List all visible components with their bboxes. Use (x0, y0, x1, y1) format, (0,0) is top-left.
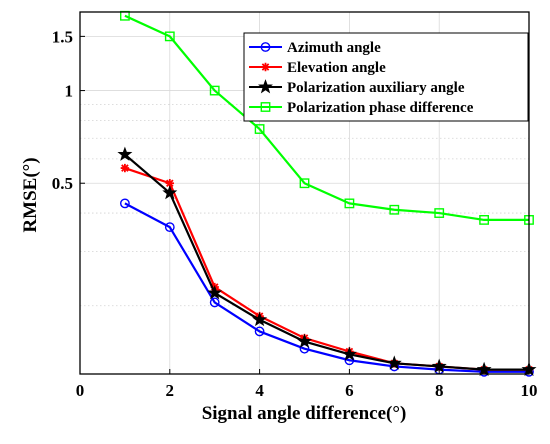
data-point (389, 204, 400, 215)
x-tick-label: 2 (166, 381, 175, 400)
legend-marker (260, 102, 271, 112)
y-tick-label: 0.5 (52, 174, 73, 193)
data-point (434, 208, 445, 218)
data-point (386, 355, 402, 370)
legend-item: Azimuth angle (249, 40, 381, 56)
legend-label: Azimuth angle (287, 40, 381, 56)
data-point (254, 124, 265, 134)
y-axis-label: RMSE(°) (20, 157, 41, 232)
x-tick-label: 8 (435, 381, 444, 400)
y-tick-label: 1.5 (52, 27, 73, 46)
series-line (124, 14, 529, 222)
legend-marker (260, 42, 271, 52)
legend-label: Polarization auxiliary angle (287, 80, 465, 96)
data-point (120, 163, 130, 173)
series-1 (120, 198, 534, 377)
series-group (117, 10, 537, 377)
x-tick-label: 6 (345, 381, 354, 400)
data-point (120, 198, 130, 209)
x-axis-label: Signal angle difference(°) (202, 403, 407, 424)
data-point (299, 178, 310, 189)
data-point (164, 31, 175, 42)
data-point (341, 346, 357, 361)
data-point (209, 297, 220, 308)
legend-box (243, 32, 529, 122)
series-line (124, 153, 529, 371)
data-point (297, 333, 312, 348)
data-point (207, 285, 223, 300)
plot-frame (79, 11, 530, 375)
legend-marker (258, 79, 273, 94)
legend-label: Elevation angle (287, 60, 386, 76)
data-point (344, 198, 355, 209)
y-tick-label: 1 (65, 82, 74, 101)
series-line (124, 202, 529, 373)
legend-item: Polarization auxiliary angle (249, 79, 465, 96)
data-point (209, 85, 220, 96)
x-tick-label: 4 (255, 381, 264, 400)
data-point (117, 146, 133, 161)
legend-item: Polarization phase difference (249, 100, 474, 116)
y-ticks: 0.5 1 1.5 (52, 27, 85, 193)
data-point (476, 361, 492, 376)
x-tick-label: 0 (76, 381, 85, 400)
legend: Azimuth angle Elevation angle Polarization… (243, 32, 529, 122)
legend-item: Elevation angle (249, 60, 386, 76)
data-point (162, 185, 178, 200)
data-point (254, 326, 265, 337)
data-point (479, 215, 489, 225)
data-point (165, 179, 174, 188)
data-point (252, 311, 268, 327)
legend-label: Polarization phase difference (287, 100, 474, 116)
series-4 (119, 10, 534, 225)
x-ticks: 0 2 4 6 8 10 (76, 369, 538, 400)
legend-marker (261, 62, 270, 72)
data-point (164, 222, 175, 233)
x-tick-label: 10 (521, 381, 538, 400)
